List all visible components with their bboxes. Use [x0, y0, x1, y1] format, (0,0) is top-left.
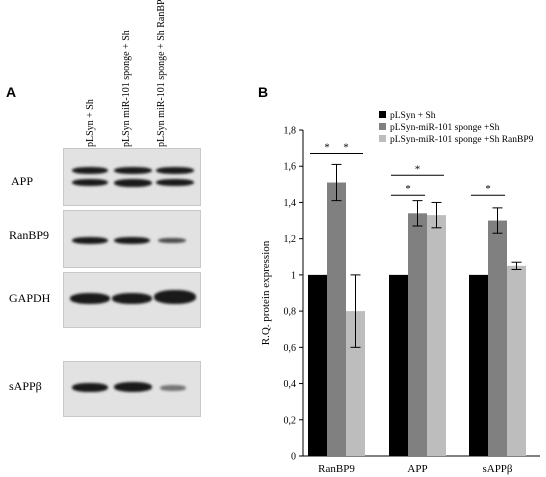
x-category-label: sAPPβ [482, 463, 512, 475]
band-sappb-2 [114, 382, 152, 392]
legend-label: pLSyn + Sh [390, 111, 436, 121]
band-app-1b [72, 179, 108, 186]
legend-swatch [379, 111, 386, 118]
y-tick-label: 0,8 [284, 307, 297, 318]
y-tick-label: 1,4 [284, 198, 297, 209]
bar [427, 215, 446, 456]
band-gapdh-1 [70, 293, 110, 304]
blot-app [63, 148, 201, 206]
x-category-label: APP [407, 463, 427, 475]
blot-ranbp9 [63, 210, 201, 268]
x-category-label: RanBP9 [318, 463, 355, 475]
significance-star: * [415, 163, 421, 175]
band-app-2b [114, 179, 152, 187]
y-tick-label: 0 [291, 452, 296, 463]
y-axis-label: R.Q. protein expression [260, 240, 272, 345]
band-app-3b [156, 179, 194, 186]
band-sappb-3 [160, 385, 186, 391]
blot-label-sappb: sAPPβ [9, 379, 42, 393]
y-tick-label: 0,4 [284, 379, 297, 390]
bar [469, 274, 488, 456]
legend-swatch [379, 135, 386, 142]
legend-label: pLSyn-miR-101 sponge +Sh RanBP9 [390, 135, 534, 145]
y-tick-label: 1,8 [284, 126, 297, 137]
bar [488, 220, 507, 456]
band-ranbp9-2 [114, 237, 150, 244]
band-app-3a [156, 167, 194, 174]
significance-star: * [485, 183, 491, 195]
significance-star: * [324, 142, 330, 154]
blot-gapdh [63, 272, 201, 328]
bar [308, 274, 327, 456]
blot-label-gapdh: GAPDH [9, 291, 51, 305]
y-tick-label: 0,6 [284, 343, 297, 354]
band-app-2a [114, 167, 152, 174]
panel-b-letter: B [258, 84, 269, 100]
y-tick-label: 1,6 [284, 162, 297, 173]
blot-label-ranbp9: RanBP9 [9, 228, 50, 242]
bar [408, 213, 427, 456]
bar [327, 182, 346, 456]
band-ranbp9-1 [72, 237, 108, 244]
band-app-1a [72, 167, 108, 174]
blot-sappb [63, 361, 201, 417]
band-gapdh-2 [112, 293, 152, 304]
y-tick-label: 1,2 [284, 234, 297, 245]
significance-star: * [405, 183, 411, 195]
blot-label-app: APP [11, 174, 34, 188]
band-ranbp9-3 [158, 238, 186, 243]
band-gapdh-3 [154, 290, 196, 304]
legend-swatch [379, 123, 386, 130]
y-tick-label: 1 [291, 270, 296, 281]
band-sappb-1 [72, 383, 108, 392]
y-tick-label: 0,2 [284, 415, 297, 426]
panel-a-letter: A [6, 84, 17, 100]
bar [507, 265, 526, 456]
bar [389, 274, 408, 456]
significance-star: * [343, 142, 349, 154]
legend-label: pLSyn-miR-101 sponge +Sh [390, 123, 500, 133]
